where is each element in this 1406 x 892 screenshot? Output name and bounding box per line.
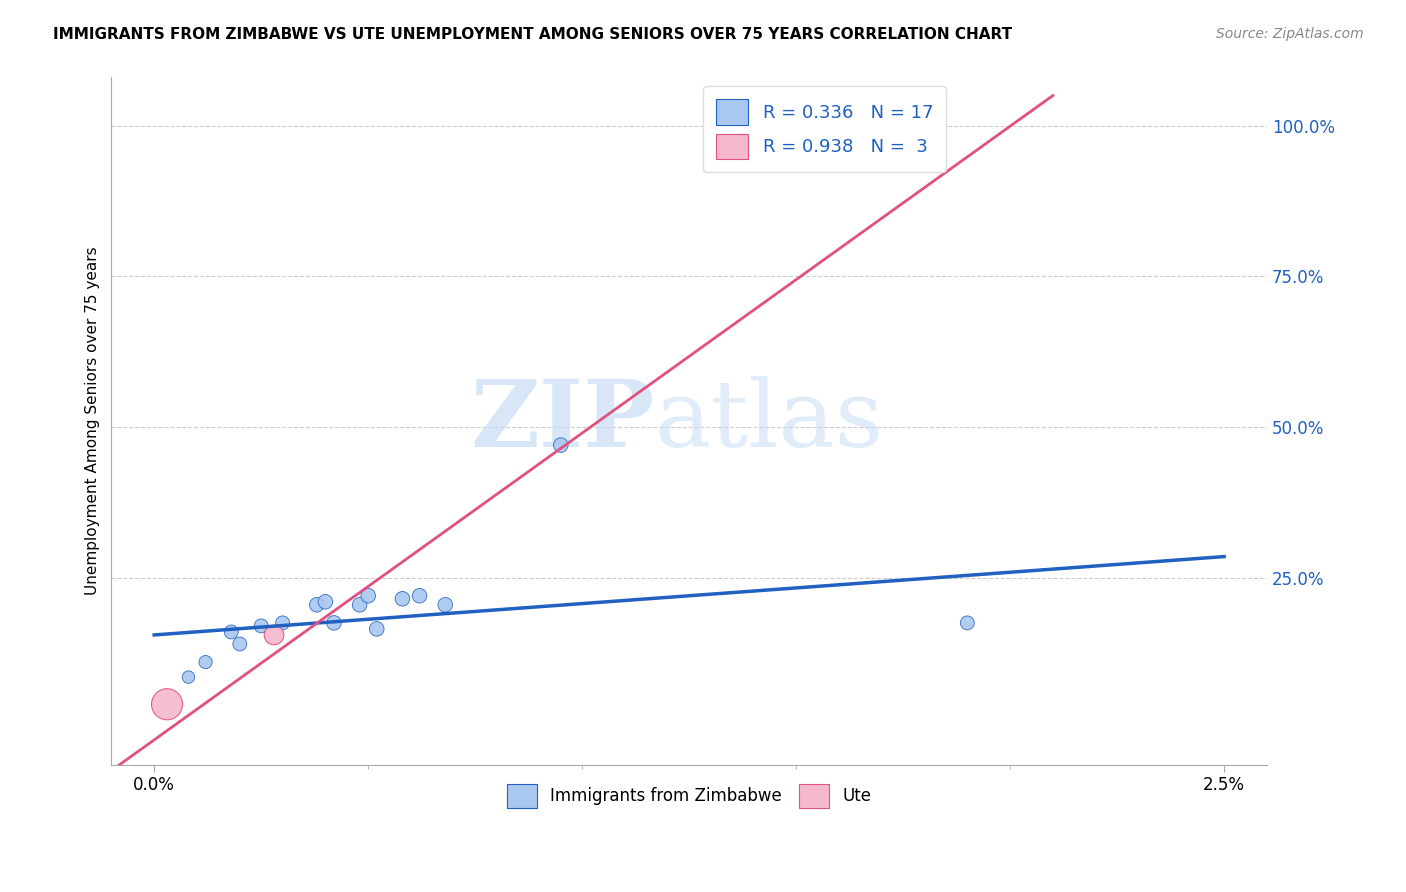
Point	[219, 624, 242, 639]
Text: atlas: atlas	[654, 376, 884, 466]
Text: ZIP: ZIP	[470, 376, 654, 466]
Legend: Immigrants from Zimbabwe, Ute: Immigrants from Zimbabwe, Ute	[501, 778, 877, 814]
Point	[349, 598, 371, 612]
Point	[271, 615, 294, 630]
Point	[776, 130, 799, 145]
Point	[305, 598, 328, 612]
Point	[956, 615, 979, 630]
Point	[229, 637, 252, 651]
Text: IMMIGRANTS FROM ZIMBABWE VS UTE UNEMPLOYMENT AMONG SENIORS OVER 75 YEARS CORRELA: IMMIGRANTS FROM ZIMBABWE VS UTE UNEMPLOY…	[53, 27, 1012, 42]
Point	[314, 595, 336, 609]
Point	[250, 619, 273, 633]
Point	[434, 598, 457, 612]
Point	[408, 589, 430, 603]
Point	[177, 670, 200, 684]
Point	[357, 589, 380, 603]
Point	[323, 615, 346, 630]
Point	[366, 622, 388, 636]
Point	[263, 628, 285, 642]
Point	[194, 655, 217, 669]
Point	[391, 591, 413, 606]
Point	[156, 698, 179, 712]
Y-axis label: Unemployment Among Seniors over 75 years: Unemployment Among Seniors over 75 years	[86, 247, 100, 595]
Point	[550, 438, 572, 452]
Text: Source: ZipAtlas.com: Source: ZipAtlas.com	[1216, 27, 1364, 41]
